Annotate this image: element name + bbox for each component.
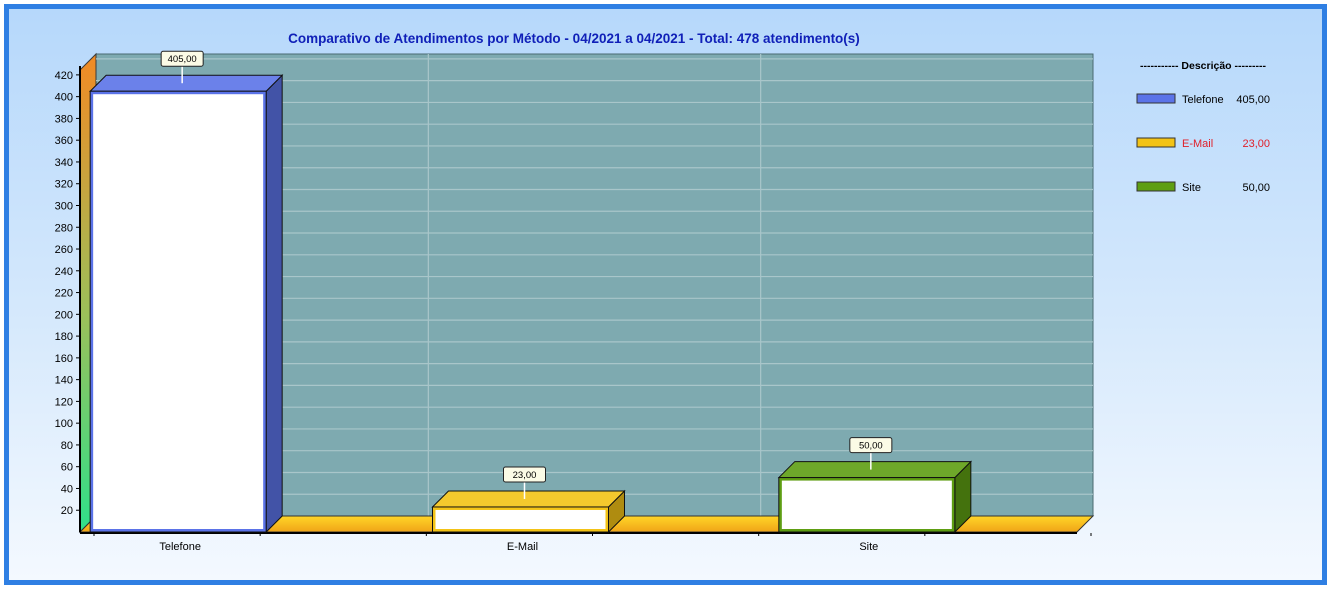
bar-side [265,74,283,534]
bar-telefone [88,74,284,534]
data-label-box [849,437,893,454]
y-tick-label: 360 [55,135,73,147]
plot-area: 20 40 60 80 100 120 140 160 180 200 220 240 260 280 30… [55,50,1095,553]
y-tick-label: 240 [55,266,73,278]
bar-email [431,489,626,534]
legend-value: 50,00 [1242,182,1270,194]
y-tick-label: 280 [55,222,73,234]
y-tick-label: 420 [55,70,73,82]
y-tick-label: 80 [61,440,73,452]
y-tick-label: 300 [55,200,73,212]
legend-swatch [1136,181,1176,192]
bar-front-inner [781,480,952,529]
x-tick-label: Telefone [159,541,201,553]
y-tick-label: 100 [55,418,73,430]
x-tick-label: Site [859,541,878,553]
bar-top [431,490,626,508]
legend-title: ----------- Descrição --------- [1140,60,1266,72]
data-label: 405,00 [168,54,197,65]
bar-site [777,460,973,534]
y-tick-label: 180 [55,331,73,343]
y-tick-label: 140 [55,375,73,387]
data-label: 23,00 [513,470,537,481]
data-label-box [160,50,204,67]
data-label: 50,00 [859,441,883,452]
bar-top [88,74,284,92]
y-tick-label: 40 [61,483,73,495]
y-tick-label: 380 [55,113,73,125]
legend-value: 405,00 [1236,94,1270,106]
y-tick-label: 60 [61,462,73,474]
legend-swatch [1136,93,1176,104]
y-tick-label: 400 [55,92,73,104]
y-tick-label: 260 [55,244,73,256]
y-tick-label: 340 [55,157,73,169]
legend-label: Site [1182,182,1201,194]
bar-top [777,461,973,479]
y-tick-label: 320 [55,179,73,191]
y-tick-label: 220 [55,288,73,300]
legend-label: Telefone [1182,94,1224,106]
legend-swatch [1136,137,1176,148]
chart-title: Comparativo de Atendimentos por Método -… [288,31,860,46]
y-tick-label: 160 [55,353,73,365]
x-tick-label: E-Mail [507,541,538,553]
legend: ----------- Descrição --------- Telefone… [1136,60,1270,194]
legend-value: 23,00 [1242,138,1270,150]
y-tick-label: 200 [55,309,73,321]
y-tick-label: 20 [61,505,73,517]
legend-label: E-Mail [1182,138,1213,150]
data-label-box [503,466,546,483]
bar-front-inner [93,94,264,530]
y-tick-label: 120 [55,396,73,408]
bar-front-inner [435,509,606,529]
